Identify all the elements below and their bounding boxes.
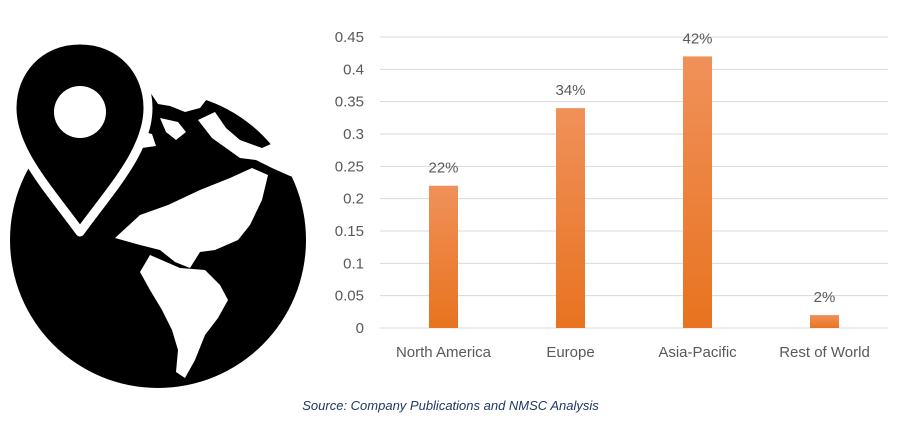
y-tick-label: 0.1	[343, 255, 364, 272]
bar	[810, 315, 839, 328]
y-axis: 0 0.05 0.1 0.15 0.2 0.25 0.3 0.35 0.4 0.45	[335, 29, 364, 337]
y-tick-label: 0.35	[335, 94, 364, 111]
y-tick-label: 0.05	[335, 288, 364, 305]
source-note: Source: Company Publications and NMSC An…	[302, 398, 599, 413]
data-label: 2%	[814, 289, 836, 306]
x-tick-label: Asia-Pacific	[658, 344, 737, 361]
x-axis: North America Europe Asia-Pacific Rest of W…	[396, 344, 870, 361]
bar	[556, 108, 585, 328]
y-tick-label: 0.4	[343, 61, 364, 78]
y-tick-label: 0.45	[335, 29, 364, 46]
bar	[429, 185, 458, 328]
y-tick-label: 0.15	[335, 223, 364, 240]
data-label: 34%	[555, 82, 585, 99]
y-tick-label: 0.2	[343, 191, 364, 208]
globe-location-pin-icon	[7, 35, 306, 388]
y-tick-label: 0	[356, 320, 364, 337]
x-tick-label: North America	[396, 344, 492, 361]
y-tick-label: 0.25	[335, 158, 364, 175]
bar	[683, 56, 712, 329]
x-tick-label: Europe	[546, 344, 594, 361]
x-tick-label: Rest of World	[779, 344, 870, 361]
y-tick-label: 0.3	[343, 126, 364, 143]
grid-lines	[380, 36, 888, 329]
bars: 22% 34% 42% 2%	[428, 30, 839, 329]
data-label: 22%	[428, 160, 458, 177]
data-label: 42%	[682, 30, 712, 47]
